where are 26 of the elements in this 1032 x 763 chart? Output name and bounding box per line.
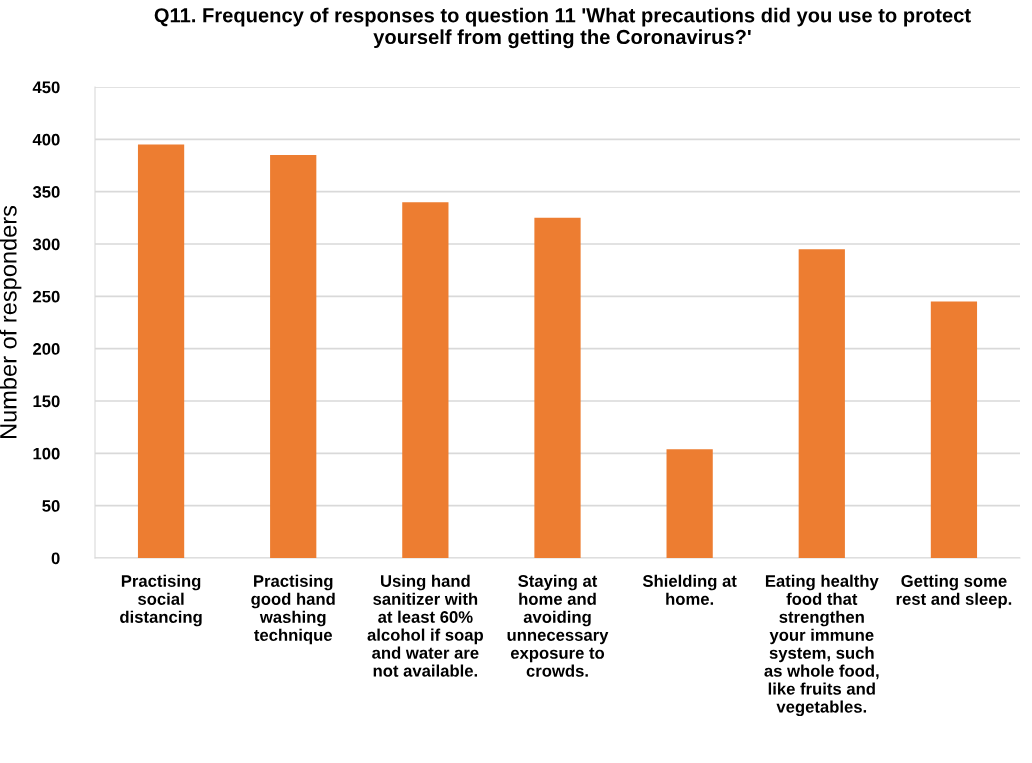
x-tick-label: Shielding at home. <box>642 574 737 605</box>
x-tick-label: Practising good hand washing technique <box>251 574 335 645</box>
y-tick-label: 0 <box>51 552 60 565</box>
bar <box>534 217 581 558</box>
y-tick-label: 100 <box>33 447 60 460</box>
bar <box>798 249 845 558</box>
x-tick-label: Using hand sanitizer with at least 60% alcohol if soap and water are not available. <box>367 574 484 677</box>
y-tick-label: 150 <box>33 395 60 408</box>
bar <box>137 144 185 558</box>
y-tick-label: 200 <box>33 343 60 355</box>
bar <box>270 155 317 558</box>
y-tick-label: 350 <box>32 186 60 198</box>
y-tick-label: 50 <box>42 500 60 512</box>
x-tick-label: Eating healthy food that strengthen your immune system, such as whole food, like fruits and vegetables. <box>764 574 879 717</box>
y-tick-label: 300 <box>32 238 60 251</box>
y-axis-title: Number of responders <box>0 205 22 439</box>
x-tick-label: Practising social distancing <box>120 574 202 627</box>
y-tick-label: 400 <box>32 133 60 146</box>
bar <box>402 202 449 558</box>
y-tick-label: 450 <box>32 81 60 94</box>
chart-title: Q11. Frequency of responses to question 11 'What precautions did you use to protect yourself from getting the Coronavirus?' <box>154 7 971 49</box>
x-tick-label: Getting some rest and sleep. <box>896 574 1012 609</box>
y-tick-label: 250 <box>33 290 60 303</box>
bar <box>666 449 713 558</box>
bar <box>930 301 978 558</box>
x-tick-label: Staying at home and avoiding unnecessary exposure to crowds. <box>507 574 609 677</box>
